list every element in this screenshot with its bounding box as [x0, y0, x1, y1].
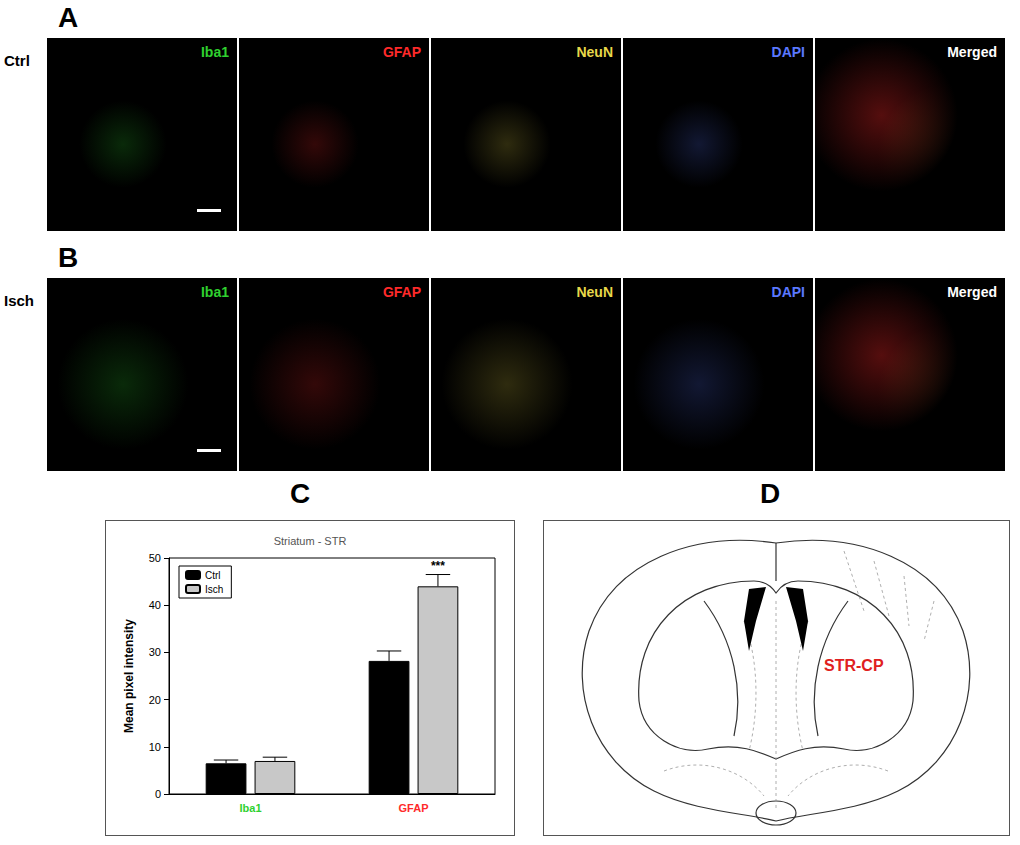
- svg-text:50: 50: [149, 552, 161, 564]
- html-text:Iba1: Iba1: [201, 44, 229, 60]
- svg-text:Ctrl: Ctrl: [205, 570, 221, 581]
- svg-text:***: ***: [431, 559, 445, 573]
- svg-text:Striatum - STR: Striatum - STR: [274, 535, 347, 547]
- html-text:Merged: Merged: [947, 44, 997, 60]
- html-text:A: A: [58, 2, 79, 33]
- svg-text:Iba1: Iba1: [239, 802, 261, 814]
- html-text:Isch: Isch: [4, 292, 34, 309]
- html-text:Ctrl: Ctrl: [4, 52, 30, 69]
- svg-text:30: 30: [149, 646, 161, 658]
- html-text:DAPI: DAPI: [771, 44, 805, 60]
- svg-text:0: 0: [155, 788, 161, 800]
- html-text:GFAP: GFAP: [382, 284, 421, 300]
- svg-text:20: 20: [149, 694, 161, 706]
- svg-text:40: 40: [149, 599, 161, 611]
- html-text:Iba1: Iba1: [201, 284, 229, 300]
- html-text:D: D: [760, 478, 781, 509]
- html-text:NeuN: NeuN: [576, 44, 613, 60]
- html-text:NeuN: NeuN: [576, 284, 613, 300]
- html-text:Merged: Merged: [947, 284, 997, 300]
- svg-text:Isch: Isch: [205, 584, 223, 595]
- html-text:DAPI: DAPI: [771, 284, 805, 300]
- svg-text:10: 10: [149, 741, 161, 753]
- svg-text:Mean pixel intensity: Mean pixel intensity: [122, 619, 136, 733]
- html-text:C: C: [290, 478, 311, 509]
- html-text:GFAP: GFAP: [382, 44, 421, 60]
- html-text:B: B: [58, 242, 79, 273]
- svg-text:STR-CP: STR-CP: [824, 657, 884, 674]
- svg-text:GFAP: GFAP: [399, 802, 429, 814]
